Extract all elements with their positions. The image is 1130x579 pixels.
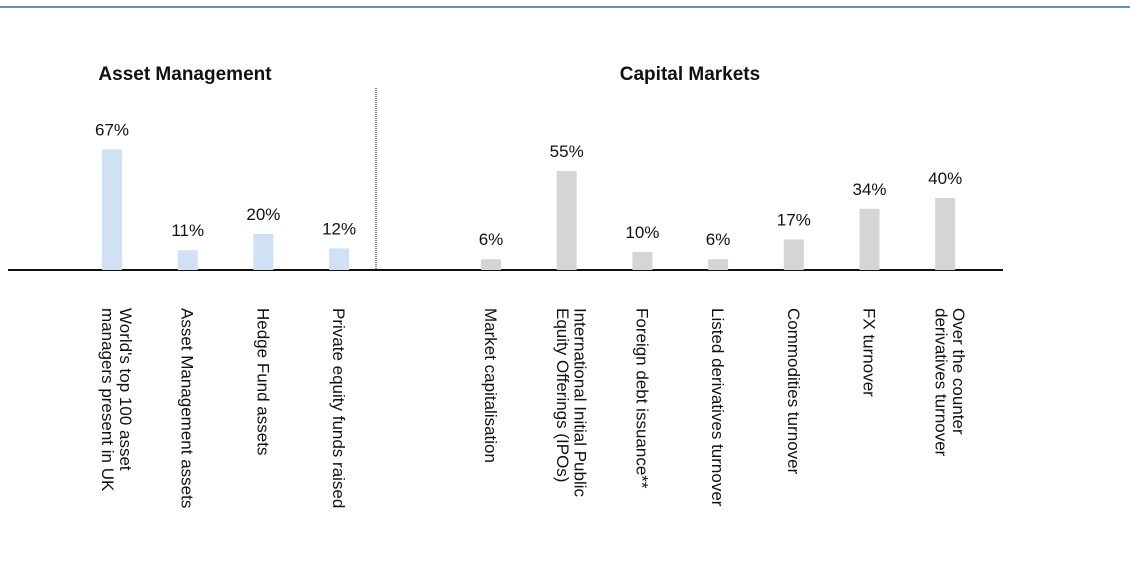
value-label: 17% [777,210,811,229]
group-title: Capital Markets [620,64,760,85]
category-label: International Initial PublicEquity Offer… [553,308,590,498]
bar [935,198,956,270]
bar [556,171,577,270]
bar [177,250,198,270]
value-label: 67% [95,120,129,139]
category-label: Over the counterderivatives turnover [931,308,968,457]
category-label: Foreign debt issuance** [632,308,651,489]
category-label: World's top 100 assetmanagers present in… [98,308,135,492]
category-label: Commodities turnover [784,308,803,475]
bar [329,248,350,270]
category-label: Asset Management assets [178,308,197,508]
bar [102,149,122,270]
category-label: Private equity funds raised [329,308,348,508]
group-title: Asset Management [98,64,272,85]
category-label: Listed derivatives turnover [708,308,727,507]
category-label: FX turnover [860,308,879,397]
value-label: 20% [246,205,280,224]
value-label: 11% [171,221,204,240]
category-label: Market capitalisation [481,308,500,463]
bar [632,252,653,270]
value-label: 6% [706,230,731,249]
category-label: Hedge Fund assets [253,308,272,455]
bar [859,208,880,270]
bar [783,239,804,270]
bar [253,234,274,270]
value-label: 10% [625,223,659,242]
value-label: 12% [322,219,356,238]
bar [708,259,729,270]
value-label: 55% [550,142,584,161]
value-label: 34% [852,180,886,199]
value-label: 6% [479,230,504,249]
value-label: 40% [928,169,962,188]
bar [481,259,501,270]
